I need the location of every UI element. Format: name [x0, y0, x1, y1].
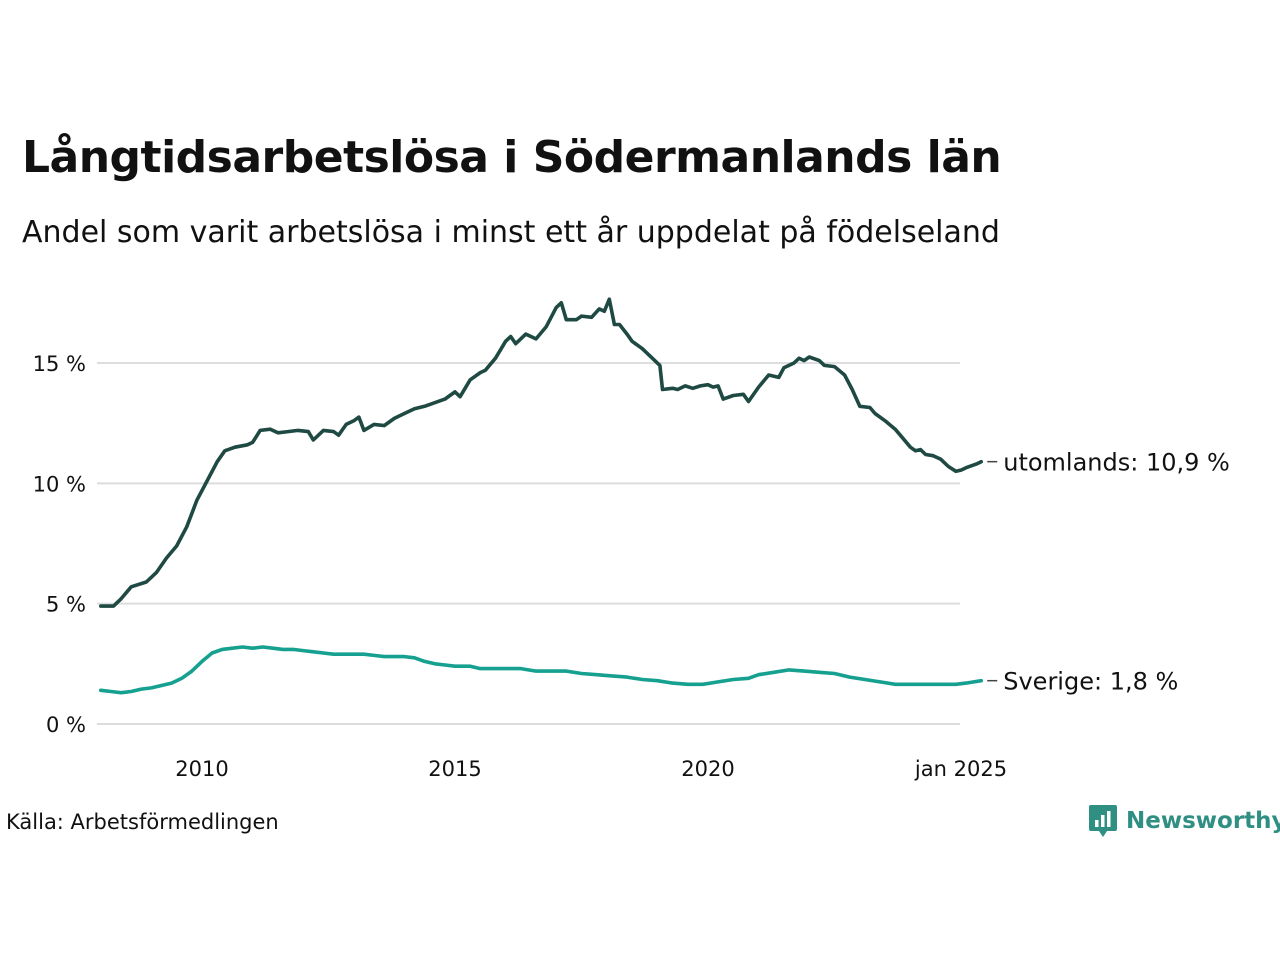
- gridlines: [97, 362, 960, 725]
- series-line-sverige: [99, 645, 983, 695]
- y-tick-label: 15 %: [33, 352, 86, 376]
- x-tick-label: 2015: [428, 757, 481, 781]
- newsworthy-logo-icon: [1089, 805, 1117, 837]
- chart-title: Långtidsarbetslösa i Södermanlands län: [22, 132, 1002, 183]
- chart-subtitle: Andel som varit arbetslösa i minst ett å…: [22, 215, 1000, 250]
- x-tick-label: 2010: [175, 757, 228, 781]
- x-tick-label: jan 2025: [914, 757, 1007, 781]
- brand-name: Newsworthy: [1126, 808, 1280, 834]
- series-lines: [99, 297, 983, 695]
- y-tick-label: 5 %: [46, 593, 86, 617]
- axis-labels: 0 % 5 % 10 % 15 % 2010 2015 2020 jan 2025: [33, 352, 1007, 781]
- y-tick-label: 0 %: [46, 713, 86, 737]
- brand-logo[interactable]: Newsworthy: [1088, 803, 1280, 839]
- end-label-utomlands: utomlands: 10,9 %: [1003, 449, 1230, 477]
- series-line-utomlands: [99, 297, 983, 608]
- end-label-sverige: Sverige: 1,8 %: [1003, 668, 1178, 696]
- y-tick-label: 10 %: [33, 472, 86, 496]
- x-tick-label: 2020: [681, 757, 734, 781]
- series-end-labels: utomlands: 10,9 % Sverige: 1,8 %: [987, 449, 1230, 696]
- source-note: Källa: Arbetsförmedlingen: [6, 810, 279, 834]
